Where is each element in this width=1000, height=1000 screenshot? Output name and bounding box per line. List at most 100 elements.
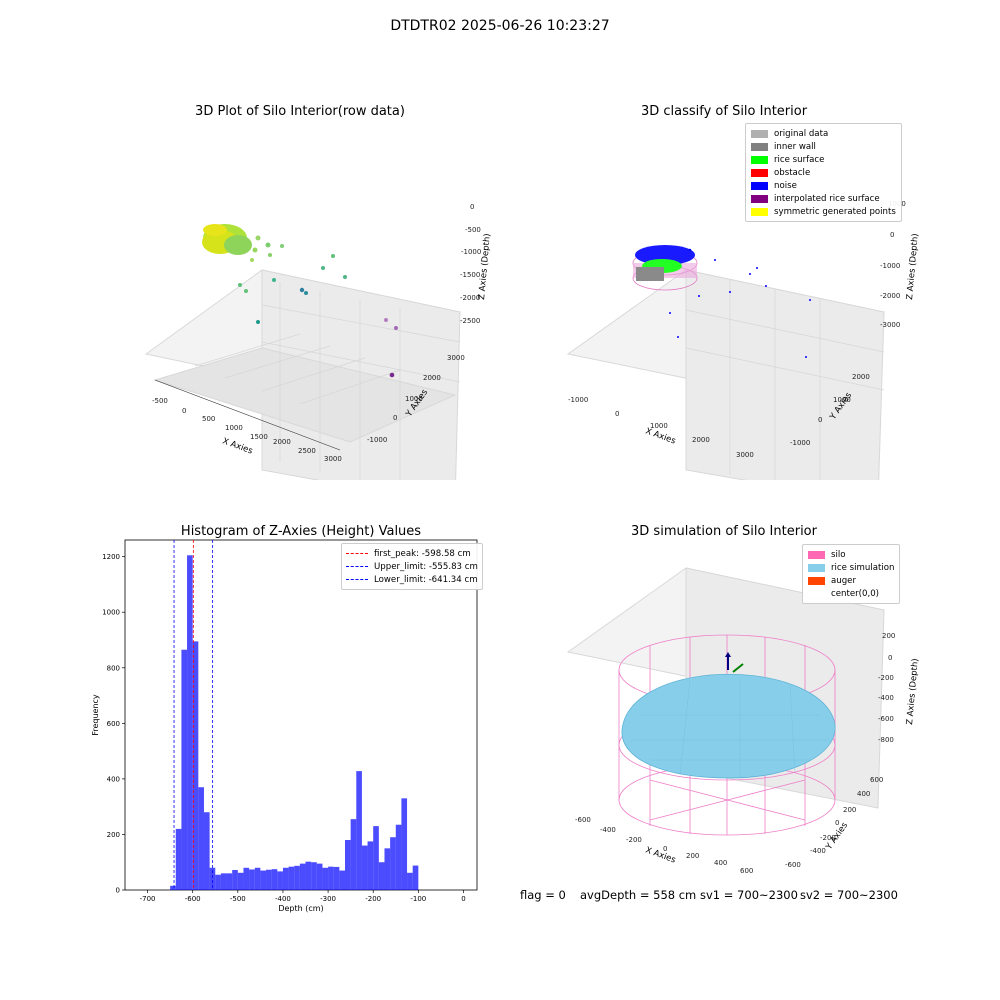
histogram-bar (260, 870, 267, 890)
x-tick: -600 (575, 816, 591, 824)
x-tick: 2500 (298, 447, 316, 455)
histogram-bar (384, 848, 391, 890)
histogram-bar (401, 798, 408, 890)
histogram-bar (203, 812, 210, 890)
raw-grid (194, 282, 461, 480)
histogram-bar (395, 824, 402, 890)
y-axis-label: Frequency (91, 694, 100, 736)
histogram-bar (299, 863, 306, 890)
histogram-bar (407, 872, 413, 890)
y-tick: 0 (818, 416, 822, 424)
z-tick: -400 (878, 694, 894, 702)
y-tick-label: 800 (107, 664, 120, 672)
x-tick: 0 (615, 410, 619, 418)
y-tick-label: 1000 (102, 609, 120, 617)
y-tick: 2000 (423, 374, 441, 382)
z-tick: -500 (465, 226, 481, 234)
y-tick: -1000 (367, 436, 387, 444)
floor-pane (153, 347, 457, 443)
x-tick: 1500 (250, 433, 268, 441)
histogram-bar (237, 872, 244, 890)
legend-entry: rice simulation (808, 561, 894, 574)
legend-entry: center(0,0) (808, 587, 894, 600)
x-tick: 400 (714, 859, 727, 867)
histogram-bar (333, 866, 340, 890)
legend-swatch (808, 589, 825, 598)
histogram-bar (373, 826, 379, 890)
legend-entry: noise (751, 179, 896, 192)
legend-swatch (808, 550, 825, 559)
x-tick: 600 (740, 867, 753, 875)
axes-box (144, 269, 462, 480)
x-tick-label: -100 (410, 895, 426, 903)
y-tick: -1000 (790, 439, 810, 447)
y-tick-label: 200 (107, 831, 120, 839)
legend-swatch (751, 194, 768, 203)
y-tick-label: 0 (116, 887, 120, 895)
raw-axis-lines (154, 379, 341, 451)
legend-entry: interpolated rice surface (751, 192, 896, 205)
z-tick: -3000 (880, 321, 900, 329)
histogram-bar (361, 845, 368, 890)
legend-entry: rice surface (751, 153, 896, 166)
classify-plot-title: 3D classify of Silo Interior (640, 104, 808, 119)
rice-surface (621, 673, 836, 779)
histogram-bar (367, 841, 374, 890)
histogram-bar (322, 867, 329, 890)
legend-swatch (751, 181, 768, 190)
histogram-bar (266, 869, 272, 890)
z-axis-label: Z Axies (Depth) (905, 233, 921, 300)
histogram-bar (181, 649, 188, 890)
raw-points (202, 224, 398, 378)
z-tick: 0 (890, 231, 894, 239)
histogram-bar (328, 866, 334, 890)
z-tick: -1500 (460, 271, 480, 279)
y-tick: 1000 (405, 395, 423, 403)
simulation-plot-title: 3D simulation of Silo Interior (631, 524, 817, 539)
y-tick: 3000 (447, 354, 465, 362)
histogram-bar (282, 867, 289, 890)
histogram-bars (170, 555, 419, 890)
x-tick-label: -600 (185, 895, 201, 903)
simulation-3d-plot: -600 -400 -200 0 200 400 600 600 400 200… (566, 567, 921, 875)
x-tick: 2000 (692, 436, 710, 444)
histogram-legend: first_peak: -598.58 cm Upper_limit: -555… (341, 543, 483, 590)
z-tick: -200 (878, 674, 894, 682)
histogram-bar (288, 866, 295, 890)
x-tick: 0 (182, 407, 186, 415)
y-tick: -200 (820, 834, 836, 842)
legend-entry: obstacle (751, 166, 896, 179)
x-tick-label: -300 (320, 895, 336, 903)
sv1-status: sv1 = 700~2300 (700, 888, 798, 902)
x-tick-label: -500 (230, 895, 246, 903)
histogram-chart: -700 -600 -500 -400 -300 -200 -100 0 0 200 400 600… (91, 539, 478, 913)
back-right-pane (685, 269, 885, 480)
histogram-bar (412, 865, 419, 890)
x-tick: 1000 (225, 424, 243, 432)
legend-entry: silo (808, 548, 894, 561)
y-tick-label: 1200 (102, 553, 120, 561)
x-tick-label: -700 (140, 895, 156, 903)
y-tick: 0 (393, 414, 397, 422)
histogram-bar (390, 837, 396, 890)
histogram-bar (316, 863, 323, 890)
y-tick-label: 600 (107, 720, 120, 728)
histogram-bar (378, 862, 385, 890)
classify-3d-plot: -1000 0 1000 2000 3000 -1000 0 1000 2000… (566, 200, 921, 480)
flag-status: flag = 0 (520, 888, 566, 902)
avg-depth-status: avgDepth = 558 cm (580, 888, 697, 902)
histogram-bar (187, 555, 193, 890)
x-tick: -400 (600, 826, 616, 834)
histogram-bar (277, 871, 283, 890)
histogram-bar (294, 865, 300, 890)
z-tick: -800 (878, 736, 894, 744)
z-tick: -2000 (460, 294, 480, 302)
histogram-bar (305, 861, 312, 890)
z-tick: 200 (882, 632, 895, 640)
histogram-bar (356, 771, 362, 890)
x-tick: -1000 (568, 396, 588, 404)
y-tick-label: 400 (107, 775, 120, 783)
classify-legend: original data inner wall rice surface ob… (745, 123, 902, 222)
simulation-legend: silo rice simulation auger center(0,0) (802, 544, 901, 604)
legend-entry: symmetric generated points (751, 205, 896, 218)
